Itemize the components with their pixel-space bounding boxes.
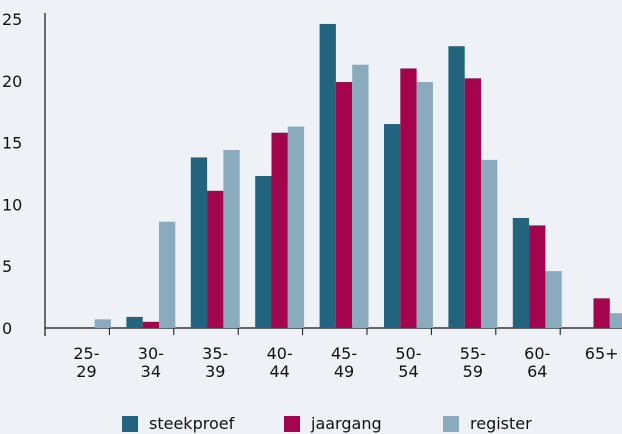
bar-register-2 xyxy=(223,150,239,328)
legend-swatch-steekproef xyxy=(122,416,138,432)
x-category-label-2-1: 39 xyxy=(205,362,225,381)
x-category-label-0-0: 25- xyxy=(73,344,99,363)
legend-label-jaargang: jaargang xyxy=(310,414,382,433)
bar-jaargang-2 xyxy=(207,191,223,328)
x-category-label-0-1: 29 xyxy=(76,362,96,381)
x-category-label-2-0: 35- xyxy=(202,344,228,363)
bar-register-6 xyxy=(481,160,497,328)
bar-steekproef-3 xyxy=(255,176,271,328)
y-tick-label-4: 20 xyxy=(2,72,22,91)
bar-jaargang-5 xyxy=(400,68,416,328)
x-category-label-5-0: 50- xyxy=(395,344,421,363)
bar-steekproef-6 xyxy=(448,46,464,328)
legend-label-register: register xyxy=(470,414,532,433)
bar-jaargang-7 xyxy=(529,225,545,328)
legend-swatch-jaargang xyxy=(284,416,300,432)
bar-register-1 xyxy=(159,222,175,328)
x-category-label-7-1: 64 xyxy=(527,362,547,381)
x-category-label-3-0: 40- xyxy=(267,344,293,363)
bar-steekproef-2 xyxy=(191,157,207,328)
y-tick-label-5: 25 xyxy=(2,10,22,29)
bar-jaargang-4 xyxy=(336,82,352,328)
bar-register-8 xyxy=(610,313,622,328)
y-tick-label-2: 10 xyxy=(2,195,22,214)
bar-register-3 xyxy=(288,127,304,328)
x-category-label-8-0: 65+ xyxy=(585,344,619,363)
legend-swatch-register xyxy=(443,416,459,432)
x-category-label-5-1: 54 xyxy=(398,362,418,381)
bar-jaargang-3 xyxy=(272,133,288,328)
x-category-label-4-1: 49 xyxy=(334,362,354,381)
bar-jaargang-8 xyxy=(594,298,610,328)
y-axis: 0 5 10 15 20 25 xyxy=(2,10,45,338)
legend: steekproef jaargang register xyxy=(122,414,532,433)
x-category-label-1-1: 34 xyxy=(141,362,161,381)
x-axis: 25-29 30-34 35-39 40-44 45-49 50-54 55-59 60-64… xyxy=(45,324,622,381)
x-category-label-6-1: 59 xyxy=(463,362,483,381)
x-category-label-3-1: 44 xyxy=(269,362,289,381)
bar-register-4 xyxy=(352,65,368,328)
bar-register-7 xyxy=(545,271,561,328)
bar-register-0 xyxy=(95,319,111,328)
y-tick-label-0: 0 xyxy=(2,319,12,338)
bar-register-5 xyxy=(417,82,433,328)
bar-steekproef-7 xyxy=(513,218,529,328)
bar-jaargang-6 xyxy=(465,78,481,328)
bar-steekproef-5 xyxy=(384,124,400,328)
bar-steekproef-4 xyxy=(320,24,336,328)
bars-group xyxy=(95,24,622,328)
y-tick-label-3: 15 xyxy=(2,134,22,153)
x-category-label-7-0: 60- xyxy=(524,344,550,363)
x-category-label-4-0: 45- xyxy=(331,344,357,363)
x-category-label-1-0: 30- xyxy=(138,344,164,363)
bar-jaargang-1 xyxy=(143,322,159,328)
bar-steekproef-1 xyxy=(126,317,142,328)
x-category-label-6-0: 55- xyxy=(460,344,486,363)
legend-label-steekproef: steekproef xyxy=(149,414,235,433)
y-tick-label-1: 5 xyxy=(2,257,12,276)
